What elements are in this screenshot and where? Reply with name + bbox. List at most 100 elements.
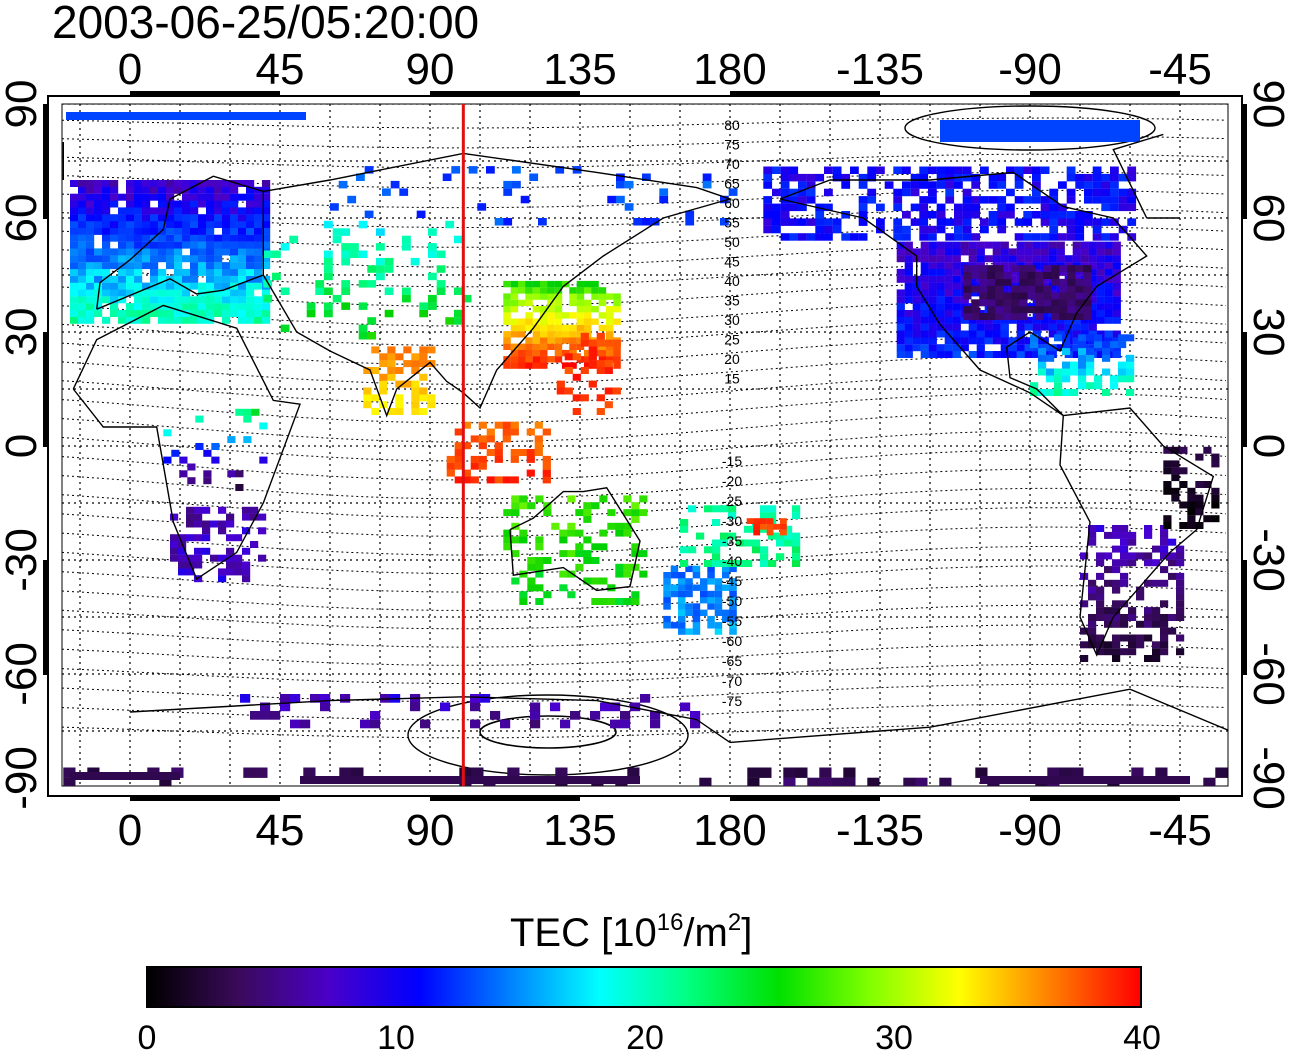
tec-cell — [142, 248, 151, 256]
tec-cell — [712, 505, 721, 513]
tec-cell — [280, 324, 290, 333]
tec-cell — [952, 255, 961, 263]
tec-cell — [446, 469, 455, 477]
tec-cell — [280, 243, 290, 251]
tec-cell — [70, 275, 79, 283]
tec-cell — [86, 282, 95, 290]
tec-cell — [428, 228, 437, 236]
tec-cell — [1006, 188, 1015, 197]
tec-cell — [518, 318, 526, 325]
tec-cell — [979, 278, 988, 286]
mlat-label: -75 — [722, 693, 742, 709]
tec-cell — [102, 221, 111, 228]
coastline — [779, 171, 1148, 417]
tec-cell — [1171, 474, 1180, 482]
tec-cell — [692, 565, 701, 573]
tec-cell — [110, 214, 119, 222]
tec-cell — [984, 351, 993, 358]
tec-cell — [158, 180, 167, 187]
tec-cell — [246, 186, 255, 194]
tec-cell — [238, 262, 247, 270]
tec-cell — [518, 331, 526, 338]
tec-cell — [468, 166, 478, 174]
tec-cell — [1176, 579, 1185, 587]
tec-cell — [387, 360, 396, 368]
tec-cell — [78, 207, 87, 215]
tec-cell — [1080, 641, 1089, 649]
mlat-labels: 8075706560555045403530252015-15-20-25-30… — [722, 117, 742, 709]
tec-cell — [246, 227, 255, 235]
tec-cell — [518, 343, 526, 350]
tec-cell — [564, 387, 573, 395]
tec-cell — [142, 289, 151, 297]
tec-cell — [547, 312, 555, 319]
tec-cell — [1014, 166, 1024, 174]
tec-cell — [1136, 593, 1145, 601]
tec-cell — [1067, 278, 1076, 286]
tec-cell — [1120, 552, 1129, 560]
tec-cell — [1051, 272, 1060, 279]
tec-cell — [478, 455, 487, 463]
tec-cell — [182, 227, 191, 235]
tec-cell — [70, 248, 79, 256]
tec-cell — [952, 296, 961, 304]
tec-cell — [214, 180, 223, 187]
tec-cell — [1066, 211, 1076, 219]
tec-cell — [234, 561, 243, 569]
tec-cell — [893, 233, 903, 241]
tec-cell — [451, 166, 461, 174]
tec-cell — [1040, 255, 1049, 263]
tec-cell — [728, 505, 737, 513]
tec-cell — [1110, 196, 1119, 204]
tec-cell — [510, 343, 519, 350]
tec-cell — [722, 572, 730, 579]
tec-cell — [246, 234, 255, 242]
tec-cell — [968, 323, 977, 331]
tec-cell — [1000, 351, 1009, 358]
tec-cell — [700, 590, 708, 598]
x-tick-bottom: -135 — [836, 806, 924, 855]
tec-cell — [230, 200, 239, 208]
tec-cell — [134, 193, 143, 201]
tec-cell — [928, 351, 937, 358]
tec-cell — [1088, 586, 1097, 594]
tec-colorbar — [146, 966, 1142, 1008]
tec-cell — [1211, 515, 1220, 523]
tec-cell — [110, 282, 119, 290]
tec-cell — [971, 265, 980, 273]
tec-cell — [919, 203, 929, 212]
tec-cell — [134, 207, 143, 215]
tec-cell — [411, 353, 420, 361]
tec-cell — [166, 255, 175, 263]
tec-cell — [792, 553, 801, 561]
tec-cell — [86, 193, 95, 201]
tec-cell — [190, 268, 199, 276]
tec-cell — [1008, 248, 1017, 256]
tec-cell — [963, 285, 972, 293]
tec-cell — [819, 777, 832, 786]
tec-cell — [478, 421, 487, 429]
tec-cell — [230, 275, 239, 283]
tec-cell — [94, 186, 103, 194]
tec-cell — [86, 234, 95, 242]
tec-cell — [729, 603, 737, 610]
y-tick-left: 90 — [0, 80, 46, 129]
tec-cell — [1059, 292, 1068, 300]
tec-cell — [560, 719, 571, 729]
tec-cell — [1016, 323, 1025, 331]
tec-cell — [490, 711, 501, 720]
tec-cell — [1040, 310, 1049, 317]
tec-cell — [903, 777, 916, 786]
tec-cell — [70, 180, 79, 187]
tec-cell — [102, 316, 111, 324]
tec-cell — [503, 293, 511, 300]
tec-cell — [182, 268, 191, 276]
tec-cell — [630, 702, 641, 712]
tec-cell — [588, 353, 597, 361]
tec-cell — [680, 519, 689, 526]
tec-cell — [174, 186, 183, 194]
tec-cell — [936, 330, 945, 338]
tec-cell — [904, 248, 913, 256]
tec-cell — [166, 241, 175, 249]
tec-cell — [798, 196, 807, 204]
